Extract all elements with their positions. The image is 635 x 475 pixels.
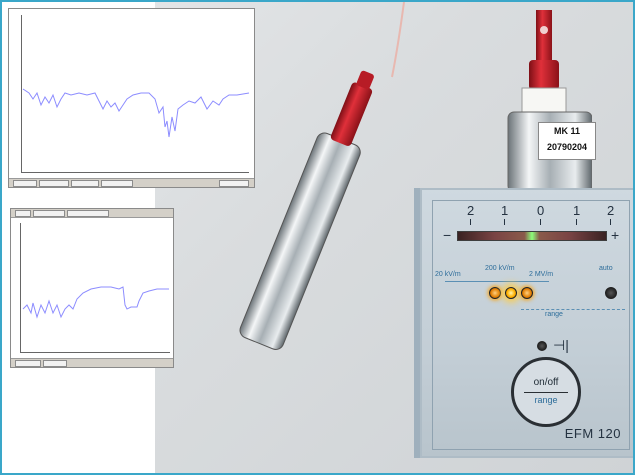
scale-tick [610,219,611,225]
scale-label: 1 [501,203,509,218]
toolbar-field [101,180,133,187]
range-bracket-lower [521,309,625,310]
onoff-range-button[interactable]: on/off range [511,357,581,427]
field-meter: 2 1 0 1 2 − + 20 kV/m 200 kV/m 2 MV/m au… [414,188,633,458]
scale-tick [504,219,505,225]
signal-trace-bottom [22,286,169,319]
range-label-200kv: 200 kV/m [485,265,515,272]
toolbar-field [39,180,69,187]
toolbar-field [71,180,99,187]
toolbar-field [43,360,67,367]
toolbar-field [67,210,109,217]
model-name: EFM 120 [564,426,621,441]
toolbar-field [15,210,31,217]
scale-label: 2 [467,203,475,218]
range-button-label: range [534,395,558,405]
range-caption: range [545,311,563,318]
scale-tick [540,219,541,225]
led-bargraph [457,231,607,241]
minus-sign: − [443,227,452,243]
screenshot-bottom-trace [10,208,174,368]
y-axis-line [21,15,22,173]
meter-faceplate: 2 1 0 1 2 − + 20 kV/m 200 kV/m 2 MV/m au… [432,200,630,450]
scale-label: 1 [573,203,581,218]
probe-cable [391,2,405,78]
led-200kv [505,287,517,299]
range-label-2mv: 2 MV/m [529,271,554,278]
screenshot-toolbar [11,209,173,218]
auto-label: auto [599,265,613,272]
scale-tick [470,219,471,225]
led-20kv [489,287,501,299]
led-2mv [521,287,533,299]
led-auto [605,287,617,299]
screenshot-toolbar [9,178,254,187]
scale-label: 0 [537,203,545,218]
toolbar-field [15,360,41,367]
toolbar-field [33,210,65,217]
toolbar-field [219,180,249,187]
scale-label: 2 [607,203,615,218]
sensor-serial-text: 20790204 [546,142,588,152]
y-axis-line [20,223,21,353]
capacitor-icon: ⊣| [553,337,569,353]
range-bracket [445,281,549,282]
onoff-label: on/off [533,377,559,388]
toolbar-field [13,180,37,187]
sensor-label: MK 11 20790204 [538,122,596,160]
x-axis-line [21,172,249,173]
sensor-insulator [521,87,567,115]
button-divider [524,392,568,393]
sensor-red-cable [536,10,552,62]
led-battery [537,341,547,351]
x-axis-line [20,352,170,353]
sensor-model-text: MK 11 [553,126,580,136]
scale-tick [576,219,577,225]
screenshot-top-trace [8,8,255,188]
range-label-20kv: 20 kV/m [435,271,461,278]
plus-sign: + [611,227,620,243]
probe-cylinder [239,70,374,350]
screenshot-toolbar [11,358,173,367]
signal-trace-top [22,88,250,138]
